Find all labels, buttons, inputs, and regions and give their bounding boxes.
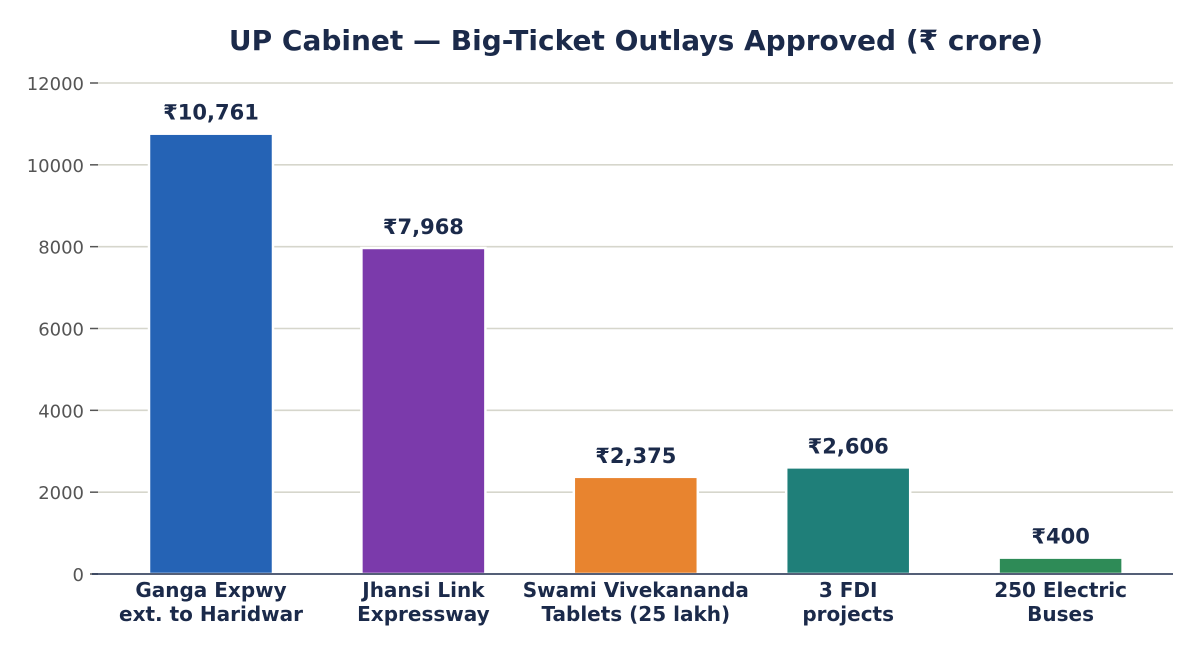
data-labels: ₹10,761 ₹7,968 ₹2,375 ₹2,606 ₹400 (163, 101, 1090, 549)
x-tick-label: Jhansi Link Expressway (357, 578, 490, 626)
x-tick-label: 250 Electric Buses (994, 578, 1127, 626)
x-tick-label-line: Jhansi Link (360, 578, 485, 602)
bar (997, 556, 1124, 576)
y-tick-label: 10000 (27, 156, 84, 177)
gridlines (98, 82, 1173, 493)
y-tick-label: 8000 (38, 238, 84, 259)
y-tick-label: 12000 (27, 74, 84, 95)
x-tick-label: Ganga Expwy ext. to Haridwar (119, 578, 303, 626)
data-label: ₹400 (1031, 525, 1089, 549)
y-tick-label: 6000 (38, 320, 84, 341)
y-tick-label: 0 (73, 565, 84, 586)
axes: 0 2000 4000 6000 8000 10000 12000 Ganga Expwy ex… (27, 74, 1173, 626)
bar (147, 132, 275, 576)
x-tick-label-line: ext. to Haridwar (119, 602, 303, 626)
x-tick-label-line: Ganga Expwy (135, 578, 286, 602)
x-tick-label-line: Expressway (357, 602, 490, 626)
x-tick-label-line: 3 FDI (819, 578, 878, 602)
x-tick-label-line: 250 Electric (994, 578, 1127, 602)
x-tick-label-line: Buses (1027, 602, 1094, 626)
data-label: ₹2,375 (595, 444, 676, 468)
x-tick-label: Swami Vivekananda Tablets (25 lakh) (523, 578, 749, 626)
bar (572, 475, 700, 576)
bars (147, 132, 1124, 576)
y-tick-label: 4000 (38, 401, 84, 422)
x-tick-label: 3 FDI projects (802, 578, 894, 626)
bar (360, 246, 487, 576)
chart-title: UP Cabinet — Big-Ticket Outlays Approved… (229, 24, 1043, 57)
x-tick-label-line: Tablets (25 lakh) (541, 602, 730, 626)
data-label: ₹7,968 (383, 215, 464, 239)
data-label: ₹2,606 (808, 434, 889, 458)
bar (784, 466, 912, 576)
x-tick-label-line: Swami Vivekananda (523, 578, 749, 602)
data-label: ₹10,761 (163, 101, 259, 125)
x-tick-label-line: projects (802, 602, 894, 626)
y-tick-label: 2000 (38, 483, 84, 504)
